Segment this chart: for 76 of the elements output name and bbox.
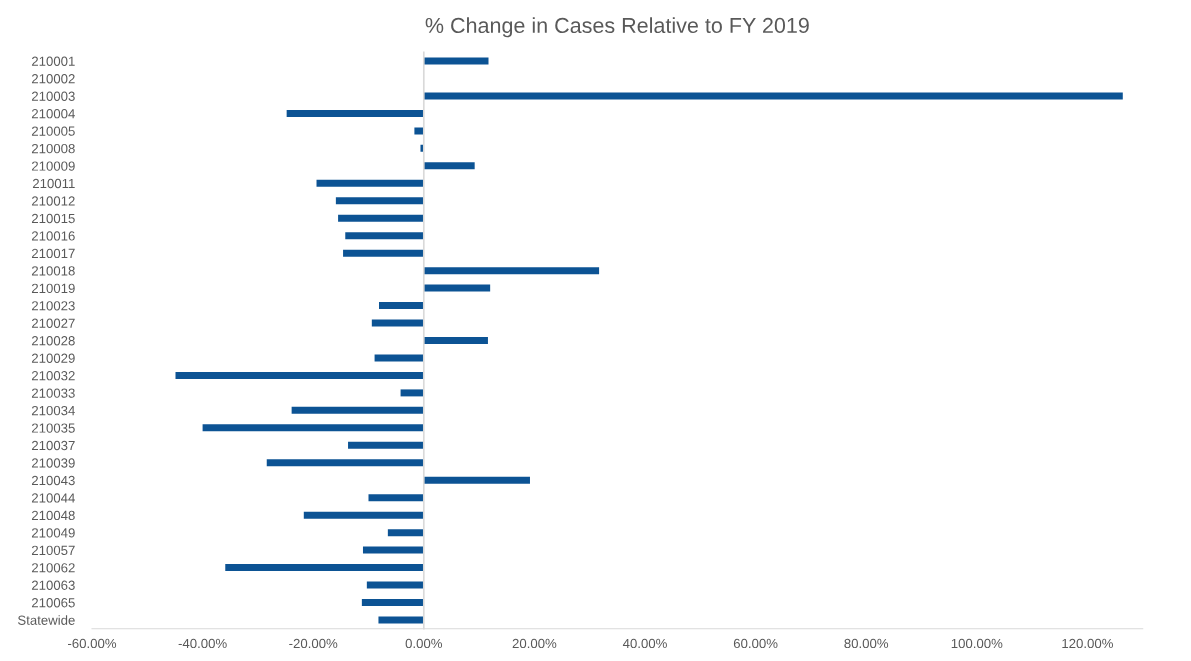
bar bbox=[335, 197, 424, 205]
y-tick-label: 210044 bbox=[31, 493, 75, 503]
x-tick-label: 40.00% bbox=[622, 638, 667, 649]
bar bbox=[423, 92, 1123, 100]
bar bbox=[338, 214, 424, 222]
y-tick-label: 210001 bbox=[31, 56, 75, 66]
y-tick-label: 210063 bbox=[31, 580, 75, 590]
bar bbox=[414, 127, 424, 135]
bar bbox=[423, 337, 488, 344]
bar bbox=[361, 599, 424, 606]
x-tick-label: 60.00% bbox=[733, 638, 778, 649]
bar bbox=[225, 564, 424, 572]
bar bbox=[374, 354, 424, 362]
bar bbox=[286, 109, 424, 117]
bar bbox=[387, 529, 424, 537]
x-tick-label: -60.00% bbox=[68, 638, 117, 649]
x-tick-label: 100.00% bbox=[951, 638, 1003, 649]
bar bbox=[266, 459, 424, 467]
bar bbox=[348, 441, 424, 449]
y-tick-label: 210004 bbox=[31, 109, 75, 119]
x-tick-label: -20.00% bbox=[289, 638, 338, 649]
bar bbox=[423, 267, 600, 275]
y-tick-label: 210057 bbox=[31, 545, 75, 556]
y-tick-label: 210011 bbox=[32, 178, 75, 189]
bar bbox=[423, 57, 489, 65]
y-tick-label: 210035 bbox=[31, 423, 75, 433]
y-tick-label: 210016 bbox=[31, 231, 75, 241]
bar bbox=[423, 162, 475, 170]
bar bbox=[175, 371, 424, 379]
bar bbox=[400, 389, 424, 397]
bar bbox=[371, 319, 424, 327]
y-tick-label: 210043 bbox=[31, 475, 75, 486]
y-tick-label: 210012 bbox=[31, 196, 75, 206]
y-tick-label: 210027 bbox=[31, 318, 75, 328]
y-tick-label: 210005 bbox=[31, 126, 75, 136]
bar bbox=[291, 406, 424, 414]
y-tick-label: Statewide bbox=[17, 615, 75, 625]
y-tick-label: 210018 bbox=[31, 266, 75, 276]
y-tick-label: 210009 bbox=[31, 161, 75, 171]
x-tick-label: 120.00% bbox=[1062, 638, 1113, 649]
x-tick-label: 80.00% bbox=[844, 638, 889, 649]
bar bbox=[343, 249, 424, 257]
bar bbox=[303, 511, 424, 519]
x-tick-label: -40.00% bbox=[178, 638, 227, 649]
bar bbox=[378, 616, 424, 624]
bar bbox=[345, 232, 424, 240]
bar bbox=[366, 581, 424, 589]
y-tick-label: 210039 bbox=[31, 458, 75, 468]
y-tick-label: 210033 bbox=[31, 388, 75, 398]
x-tick-label: 20.00% bbox=[512, 638, 557, 649]
bar bbox=[420, 144, 424, 152]
y-tick-label: 210028 bbox=[31, 336, 75, 346]
y-tick-label: 210032 bbox=[31, 371, 75, 381]
bar bbox=[423, 476, 530, 484]
y-tick-label: 210019 bbox=[31, 283, 75, 294]
bar bbox=[368, 494, 424, 502]
y-tick-label: 210008 bbox=[31, 143, 75, 154]
y-tick-label: 210037 bbox=[31, 440, 75, 451]
y-tick-label: 210023 bbox=[31, 301, 75, 311]
y-tick-label: 210029 bbox=[31, 353, 75, 363]
bar bbox=[202, 424, 424, 432]
y-tick-label: 210017 bbox=[31, 248, 75, 259]
bar bbox=[423, 284, 491, 292]
y-tick-label: 210015 bbox=[31, 213, 75, 224]
y-tick-label: 210049 bbox=[31, 528, 75, 538]
y-tick-label: 210065 bbox=[31, 598, 75, 608]
x-tick-label: 0.00% bbox=[405, 638, 443, 649]
bar bbox=[316, 179, 424, 187]
y-tick-label: 210003 bbox=[31, 91, 75, 101]
chart-title: % Change in Cases Relative to FY 2019 bbox=[425, 17, 809, 38]
y-tick-label: 210034 bbox=[31, 405, 75, 416]
y-tick-label: 210048 bbox=[31, 510, 75, 521]
y-tick-label: 210062 bbox=[31, 563, 75, 573]
bar bbox=[379, 302, 424, 310]
bar bbox=[362, 546, 424, 554]
y-tick-label: 210002 bbox=[31, 74, 75, 84]
